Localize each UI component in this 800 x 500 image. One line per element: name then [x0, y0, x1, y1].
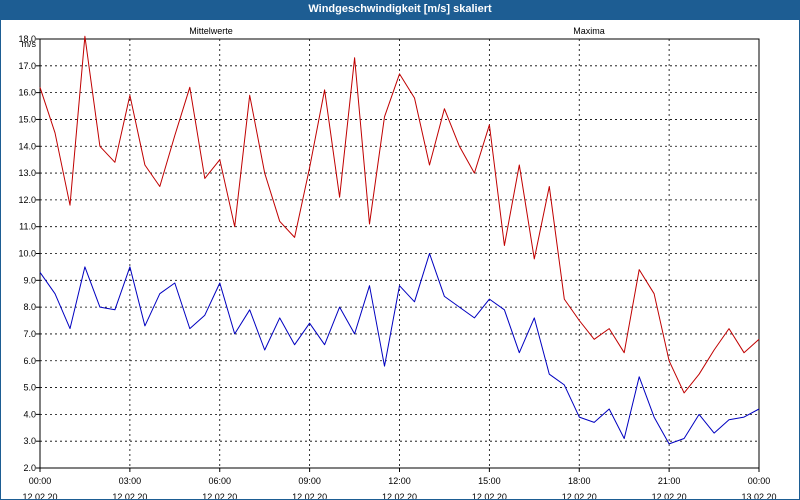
chart-frame: 18.0 17.0 16.0 15.0 14.0 13.0 12.0 11.0 10.0 9.0 8… [0, 19, 800, 500]
y-tick-label: 10.0 [18, 249, 36, 259]
x-tick-date-label: 12.02.20 [292, 492, 327, 499]
x-tick-date-label: 12.02.20 [202, 492, 237, 499]
x-tick-date-label: 12.02.20 [112, 492, 147, 499]
x-tick-time-label: 06:00 [208, 476, 231, 486]
y-tick-label: 13.0 [18, 168, 36, 178]
y-tick-label: 9.0 [23, 275, 36, 285]
y-tick-label: 18.0 [18, 34, 36, 44]
x-tick-time-label: 15:00 [478, 476, 501, 486]
x-tick-date-label: 13.02.20 [741, 492, 776, 499]
y-tick-label: 17.0 [18, 61, 36, 71]
y-tick-label: 14.0 [18, 141, 36, 151]
x-tick-time-label: 18:00 [568, 476, 591, 486]
y-tick-label: 4.0 [23, 409, 36, 419]
y-tick-label: 15.0 [18, 114, 36, 124]
y-tick-label: 11.0 [19, 222, 36, 232]
y-tick-label: 12.0 [18, 195, 36, 205]
window-title: Windgeschwindigkeit [m/s] skaliert [0, 0, 800, 19]
y-tick-label: 7.0 [23, 329, 36, 339]
y-tick-label: 8.0 [23, 302, 36, 312]
x-tick-date-label: 12.02.20 [652, 492, 687, 499]
y-tick-label: 5.0 [23, 383, 36, 393]
series-line-maxima [39, 35, 760, 394]
y-tick-label: 6.0 [23, 356, 36, 366]
series-line-mittelwerte [39, 253, 760, 445]
x-tick-time-label: 12:00 [388, 476, 411, 486]
y-tick-label: 2.0 [23, 463, 36, 473]
legend-mittelwerte: Mittelwerte [189, 26, 233, 36]
x-tick-date-label: 12.02.20 [382, 492, 417, 499]
x-tick-time-label: 21:00 [658, 476, 681, 486]
y-tick-label: 16.0 [18, 88, 36, 98]
x-tick-time-label: 09:00 [298, 476, 321, 486]
x-tick-time-label: 00:00 [748, 476, 771, 486]
x-tick-time-label: 00:00 [29, 476, 52, 486]
x-tick-time-label: 03:00 [119, 476, 142, 486]
y-tick-label: 3.0 [23, 436, 36, 446]
wind-speed-chart: 18.0 17.0 16.0 15.0 14.0 13.0 12.0 11.0 10.0 9.0 8… [18, 26, 776, 499]
x-tick-date-label: 12.02.20 [562, 492, 597, 499]
x-tick-date-label: 12.02.20 [472, 492, 507, 499]
legend-maxima: Maxima [573, 26, 605, 36]
x-tick-date-label: 12.02.20 [22, 492, 57, 499]
y-axis-label: m/s [22, 39, 37, 49]
